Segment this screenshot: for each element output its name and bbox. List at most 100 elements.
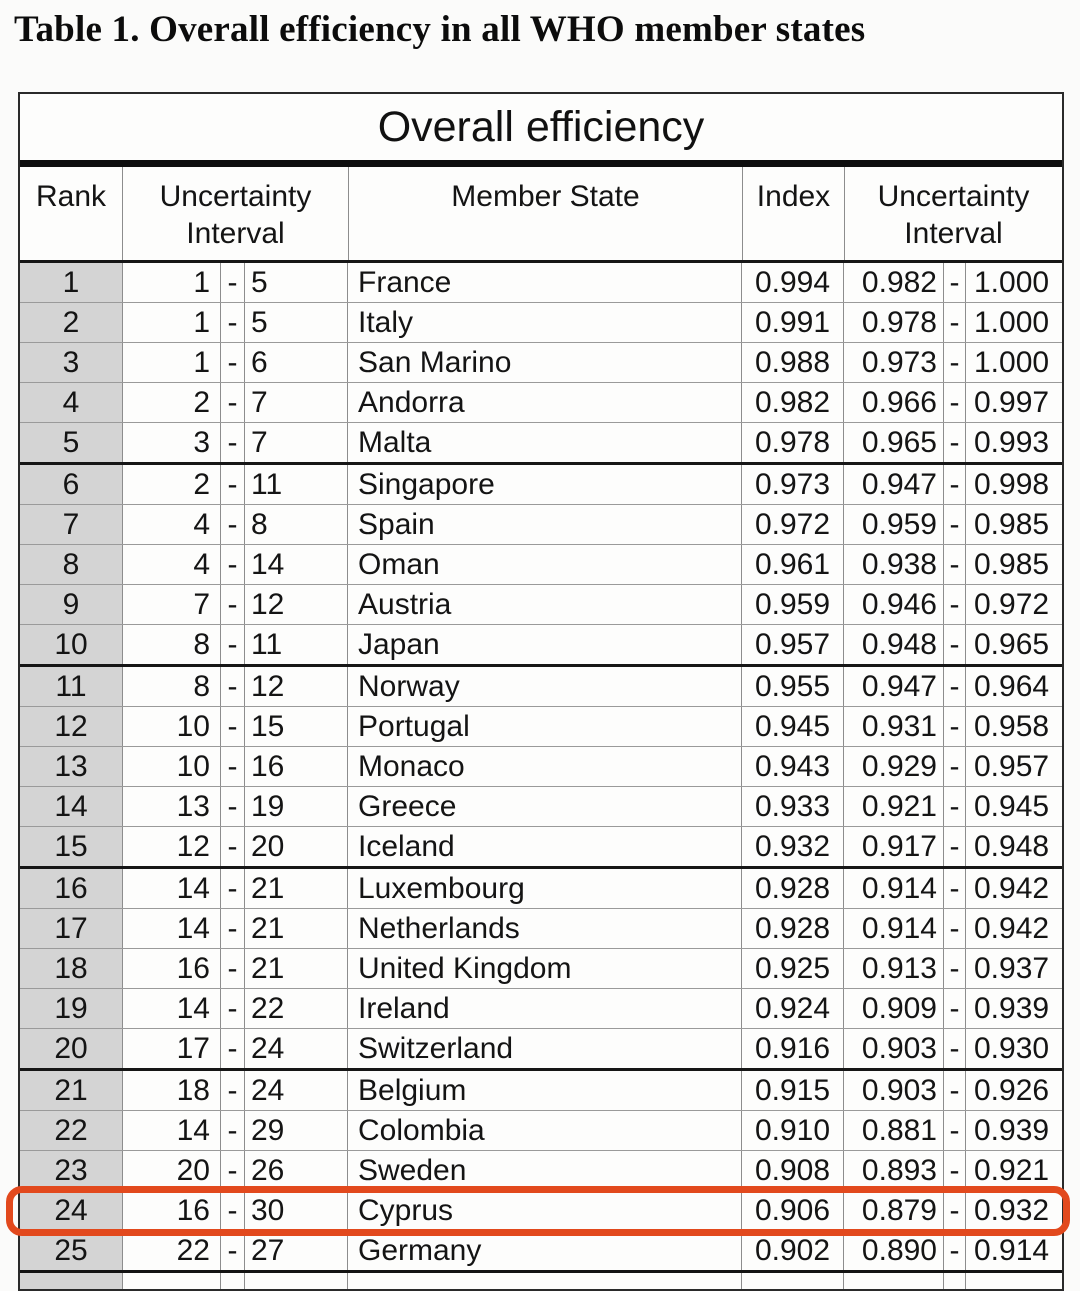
dash: - [943, 585, 965, 624]
rank-cell: 6 [20, 465, 122, 504]
rank-cell: 11 [20, 667, 122, 706]
member-state-cell: Monaco [347, 747, 741, 786]
rank-uncertainty-high-cell: 12 [244, 585, 347, 624]
dash: - [943, 1071, 965, 1110]
rank-uncertainty-high-cell: 21 [244, 949, 347, 988]
rank-cell: 12 [20, 707, 122, 746]
table-row: 5 3 - 7 Malta 0.978 0.965 - 0.993 [20, 422, 1062, 462]
table-title: Overall efficiency [377, 102, 705, 151]
index-uncertainty-low-cell: 0.948 [843, 625, 943, 664]
rank-uncertainty-high-cell: 24 [244, 1071, 347, 1110]
dash: - [220, 667, 244, 706]
index-uncertainty-low-cell: 0.978 [843, 303, 943, 342]
dash: - [943, 1111, 965, 1150]
dash: - [220, 1071, 244, 1110]
rank-uncertainty-low-cell: 10 [122, 707, 220, 746]
rank-uncertainty-low-cell: 10 [122, 747, 220, 786]
dash: - [943, 667, 965, 706]
dash: - [943, 989, 965, 1028]
header-rank: Rank [35, 180, 107, 213]
member-state-cell: United Kingdom [347, 949, 741, 988]
rank-uncertainty-high-cell: 5 [244, 303, 347, 342]
index-uncertainty-high-cell: 0.939 [965, 989, 1062, 1028]
index-uncertainty-high-cell: 0.965 [965, 625, 1062, 664]
index-uncertainty-high-cell: 0.914 [965, 1231, 1062, 1270]
dash: - [220, 787, 244, 826]
index-uncertainty-low-cell: 0.946 [843, 585, 943, 624]
index-uncertainty-low-cell: 0.914 [843, 909, 943, 948]
rank-uncertainty-low-cell: 16 [122, 949, 220, 988]
dash: - [943, 747, 965, 786]
dash: - [220, 625, 244, 664]
dash: - [943, 1231, 965, 1270]
rank-uncertainty-low-cell: 14 [122, 1111, 220, 1150]
index-uncertainty-high-cell: 0.948 [965, 827, 1062, 866]
index-cell: 0.925 [741, 949, 843, 988]
index-uncertainty-low-cell: 0.921 [843, 787, 943, 826]
member-state-cell: Malta [347, 423, 741, 462]
table-header: Rank Uncertainty Interval Member State I… [20, 167, 1062, 260]
member-state-cell: San Marino [347, 343, 741, 382]
member-state-cell: Japan [347, 625, 741, 664]
member-state-cell: Cyprus [347, 1191, 741, 1230]
index-uncertainty-low-cell: 0.903 [843, 1071, 943, 1110]
index-uncertainty-low-cell: 0.929 [843, 747, 943, 786]
rank-cell: 16 [20, 869, 122, 908]
index-uncertainty-high-cell: 0.985 [965, 545, 1062, 584]
index-cell: 0.915 [741, 1071, 843, 1110]
index-uncertainty-low-cell: 0.914 [843, 869, 943, 908]
efficiency-table: Overall efficiency Rank Uncertainty Inte… [6, 92, 1070, 1291]
dash: - [220, 263, 244, 302]
rank-uncertainty-high-cell: 7 [244, 423, 347, 462]
table-row: 23 20 - 26 Sweden 0.908 0.893 - 0.921 [20, 1150, 1062, 1190]
rank-cell: 5 [20, 423, 122, 462]
index-uncertainty-high-cell: 1.000 [965, 263, 1062, 302]
rank-uncertainty-high-cell: 11 [244, 465, 347, 504]
rank-cell: 7 [20, 505, 122, 544]
index-cell: 0.928 [741, 869, 843, 908]
dash: - [943, 263, 965, 302]
dash: - [220, 505, 244, 544]
index-uncertainty-high-cell: 0.993 [965, 423, 1062, 462]
member-state-cell: Greece [347, 787, 741, 826]
index-cell: 0.932 [741, 827, 843, 866]
rank-uncertainty-low-cell: 1 [122, 343, 220, 382]
table-row: 6 2 - 11 Singapore 0.973 0.947 - 0.998 [20, 462, 1062, 504]
table-row: 11 8 - 12 Norway 0.955 0.947 - 0.964 [20, 664, 1062, 706]
rank-uncertainty-high-cell: 20 [244, 827, 347, 866]
dash: - [943, 545, 965, 584]
rank-cell: 18 [20, 949, 122, 988]
table-row: 25 22 - 27 Germany 0.902 0.890 - 0.914 [20, 1230, 1062, 1270]
member-state-cell: Oman [347, 545, 741, 584]
member-state-cell: Germany [347, 1231, 741, 1270]
rank-cell: 15 [20, 827, 122, 866]
index-cell: 0.978 [741, 423, 843, 462]
dash: - [943, 1029, 965, 1068]
dash: - [220, 343, 244, 382]
member-state-cell: Iceland [347, 827, 741, 866]
dash: - [943, 1191, 965, 1230]
dash: - [220, 383, 244, 422]
rank-uncertainty-high-cell: 26 [244, 1151, 347, 1190]
dash: - [220, 1029, 244, 1068]
member-state-cell: Luxembourg [347, 869, 741, 908]
rank-uncertainty-high-cell: 11 [244, 625, 347, 664]
index-cell: 0.910 [741, 1111, 843, 1150]
rank-uncertainty-high-cell: 16 [244, 747, 347, 786]
dash: - [220, 585, 244, 624]
index-cell: 0.955 [741, 667, 843, 706]
index-uncertainty-low-cell: 0.909 [843, 989, 943, 1028]
index-cell: 0.902 [741, 1231, 843, 1270]
dash: - [943, 505, 965, 544]
dash: - [943, 827, 965, 866]
rank-uncertainty-low-cell: 1 [122, 303, 220, 342]
member-state-cell: Switzerland [347, 1029, 741, 1068]
rank-cell: 17 [20, 909, 122, 948]
index-uncertainty-high-cell: 1.000 [965, 303, 1062, 342]
index-uncertainty-high-cell: 0.972 [965, 585, 1062, 624]
dash: - [220, 423, 244, 462]
member-state-cell: Spain [347, 505, 741, 544]
table-row: 18 16 - 21 United Kingdom 0.925 0.913 - … [20, 948, 1062, 988]
dash: - [943, 465, 965, 504]
rank-uncertainty-low-cell: 16 [122, 1191, 220, 1230]
